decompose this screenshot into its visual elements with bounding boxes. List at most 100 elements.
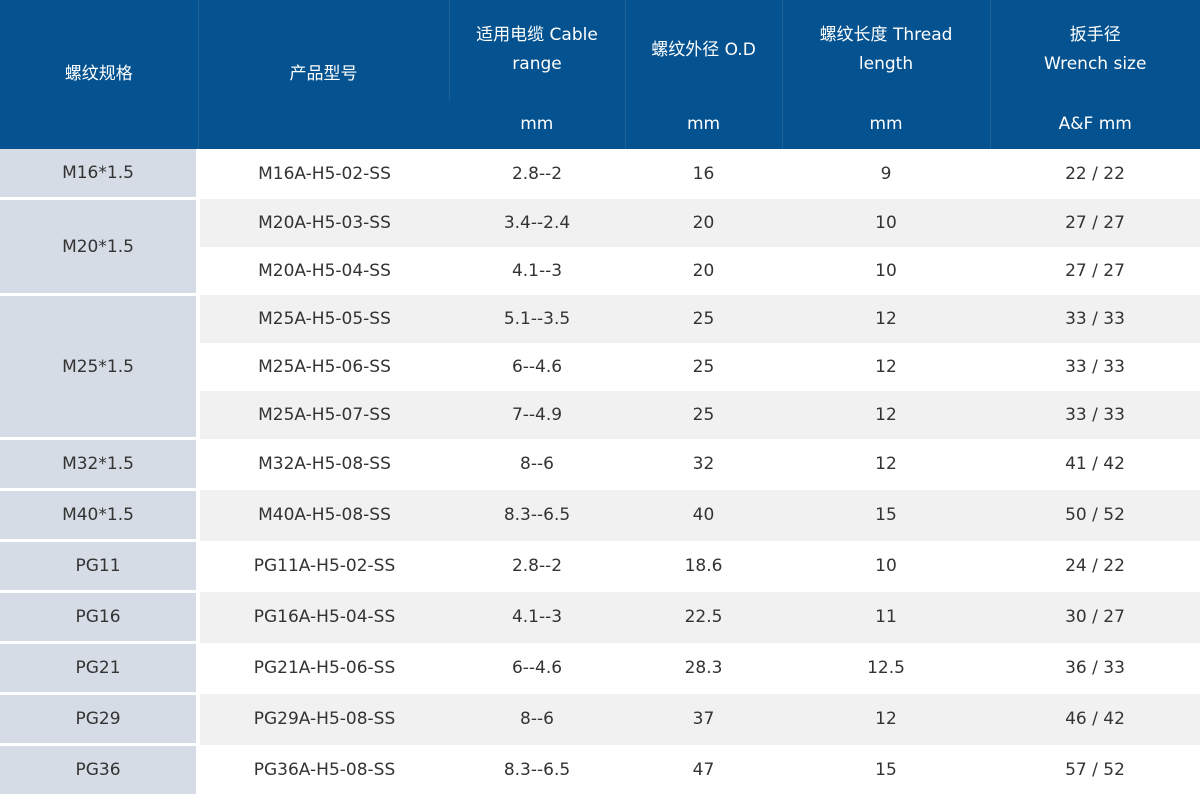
header-thread-length: 螺纹长度 Thread length	[781, 0, 990, 100]
spec-cell: PG11	[0, 540, 200, 593]
unit-thread-length: mm	[781, 100, 990, 149]
thread-length-cell: 9	[782, 149, 990, 199]
model-cell: M20A-H5-04-SS	[198, 246, 449, 295]
cable-range-cell: 8.3--6.5	[449, 489, 625, 541]
cable-range-cell: 7--4.9	[449, 390, 625, 439]
od-cell: 37	[625, 693, 782, 745]
cable-range-cell: 6--4.6	[449, 642, 625, 694]
cable-range-cell: 8.3--6.5	[449, 744, 625, 796]
wrench-size-cell: 27 / 27	[990, 198, 1200, 247]
table-row: PG16 PG16A-H5-04-SS 4.1--3 22.5 11 30 / …	[0, 591, 1200, 644]
od-cell: 22.5	[625, 591, 782, 643]
wrench-size-cell: 27 / 27	[990, 246, 1200, 295]
thread-length-cell: 10	[782, 198, 990, 247]
model-cell: PG16A-H5-04-SS	[198, 591, 449, 643]
header-thread-spec: 螺纹规格	[0, 0, 198, 149]
wrench-size-cell: 46 / 42	[990, 693, 1200, 745]
header-cable-range: 适用电缆 Cable range	[448, 0, 625, 100]
spec-cell: PG21	[0, 642, 200, 695]
model-cell: M32A-H5-08-SS	[198, 438, 449, 490]
model-cell: M25A-H5-06-SS	[198, 342, 449, 391]
od-cell: 28.3	[625, 642, 782, 694]
wrench-size-cell: 33 / 33	[990, 294, 1200, 343]
wrench-size-cell: 22 / 22	[990, 149, 1200, 199]
thread-length-cell: 10	[782, 540, 990, 592]
spec-cell: M32*1.5	[0, 438, 200, 491]
od-cell: 18.6	[625, 540, 782, 592]
cable-range-cell: 4.1--3	[449, 246, 625, 295]
table-row: PG21 PG21A-H5-06-SS 6--4.6 28.3 12.5 36 …	[0, 642, 1200, 695]
thread-length-cell: 12	[782, 390, 990, 439]
table-row: M16*1.5 M16A-H5-02-SS 2.8--2 16 9 22 / 2…	[0, 149, 1200, 200]
cable-range-cell: 2.8--2	[449, 540, 625, 592]
header-cable-range-line1: 适用电缆 Cable	[476, 25, 598, 45]
cable-range-cell: 5.1--3.5	[449, 294, 625, 343]
wrench-size-cell: 57 / 52	[990, 744, 1200, 796]
wrench-size-cell: 24 / 22	[990, 540, 1200, 592]
table-row: M40*1.5 M40A-H5-08-SS 8.3--6.5 40 15 50 …	[0, 489, 1200, 542]
thread-length-cell: 12.5	[782, 642, 990, 694]
table-body: M16*1.5 M16A-H5-02-SS 2.8--2 16 9 22 / 2…	[0, 149, 1200, 797]
od-cell: 32	[625, 438, 782, 490]
od-cell: 25	[625, 294, 782, 343]
thread-length-cell: 10	[782, 246, 990, 295]
wrench-size-cell: 36 / 33	[990, 642, 1200, 694]
wrench-size-cell: 33 / 33	[990, 390, 1200, 439]
model-cell: M20A-H5-03-SS	[198, 198, 449, 247]
wrench-size-cell: 33 / 33	[990, 342, 1200, 391]
table-row: PG29 PG29A-H5-08-SS 8--6 37 12 46 / 42	[0, 693, 1200, 746]
header-thread-od-label: 螺纹外径 O.D	[651, 39, 756, 60]
cable-range-cell: 8--6	[449, 438, 625, 490]
table-row: M32*1.5 M32A-H5-08-SS 8--6 32 12 41 / 42	[0, 438, 1200, 491]
spec-cell: PG16	[0, 591, 200, 644]
od-cell: 25	[625, 342, 782, 391]
od-cell: 40	[625, 489, 782, 541]
model-cell: PG11A-H5-02-SS	[198, 540, 449, 592]
thread-length-cell: 15	[782, 744, 990, 796]
header-thread-length-line2: length	[858, 54, 914, 74]
table-row: M25A-H5-06-SS 6--4.6 25 12 33 / 33	[0, 342, 1200, 391]
thread-length-cell: 11	[782, 591, 990, 643]
unit-cable-range: mm	[449, 100, 625, 149]
unit-wrench-size: A&F mm	[989, 100, 1200, 149]
table-row: PG11 PG11A-H5-02-SS 2.8--2 18.6 10 24 / …	[0, 540, 1200, 593]
cable-range-cell: 4.1--3	[449, 591, 625, 643]
header-wrench-size-line2: Wrench size	[1044, 54, 1147, 74]
wrench-size-cell: 30 / 27	[990, 591, 1200, 643]
header-thread-length-line1: 螺纹长度 Thread	[819, 25, 953, 45]
thread-length-cell: 15	[782, 489, 990, 541]
model-cell: M40A-H5-08-SS	[198, 489, 449, 541]
spec-cell: M16*1.5	[0, 149, 200, 200]
model-cell: M25A-H5-05-SS	[198, 294, 449, 343]
cable-range-cell: 6--4.6	[449, 342, 625, 391]
header-wrench-size-line1: 扳手径	[1069, 25, 1121, 45]
cable-range-cell: 3.4--2.4	[449, 198, 625, 247]
od-cell: 16	[625, 149, 782, 199]
header-cable-range-line2: range	[512, 54, 562, 74]
spec-cell: M25*1.5	[0, 294, 200, 440]
spec-cell: PG36	[0, 744, 200, 797]
header-product-model: 产品型号	[197, 0, 449, 149]
header-thread-od: 螺纹外径 O.D	[624, 0, 782, 100]
model-cell: PG29A-H5-08-SS	[198, 693, 449, 745]
od-cell: 20	[625, 198, 782, 247]
od-cell: 20	[625, 246, 782, 295]
wrench-size-cell: 50 / 52	[990, 489, 1200, 541]
model-cell: PG21A-H5-06-SS	[198, 642, 449, 694]
model-cell: M25A-H5-07-SS	[198, 390, 449, 439]
header-wrench-size: 扳手径 Wrench size	[989, 0, 1200, 100]
thread-length-cell: 12	[782, 342, 990, 391]
table-row: M20A-H5-04-SS 4.1--3 20 10 27 / 27	[0, 246, 1200, 295]
wrench-size-cell: 41 / 42	[990, 438, 1200, 490]
thread-length-cell: 12	[782, 438, 990, 490]
unit-thread-od: mm	[624, 100, 782, 149]
cable-range-cell: 2.8--2	[449, 149, 625, 199]
table-row: PG36 PG36A-H5-08-SS 8.3--6.5 47 15 57 / …	[0, 744, 1200, 797]
table-row: M25*1.5 M25A-H5-05-SS 5.1--3.5 25 12 33 …	[0, 294, 1200, 440]
model-cell: M16A-H5-02-SS	[198, 149, 449, 199]
table-row: M25A-H5-07-SS 7--4.9 25 12 33 / 33	[0, 390, 1200, 439]
table-row: M20*1.5 M20A-H5-03-SS 3.4--2.4 20 10 27 …	[0, 198, 1200, 296]
table-header: 螺纹规格 产品型号 适用电缆 Cable range 螺纹外径 O.D 螺纹长度…	[0, 0, 1200, 149]
cable-range-cell: 8--6	[449, 693, 625, 745]
